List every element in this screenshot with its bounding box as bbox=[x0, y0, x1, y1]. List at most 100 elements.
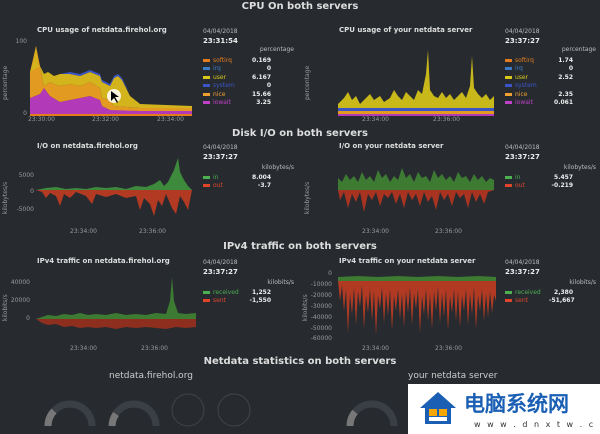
legend-item[interactable]: nice 2.35 bbox=[505, 90, 573, 99]
legend-item[interactable]: nice 15.66 bbox=[203, 90, 271, 99]
series-in bbox=[338, 168, 494, 190]
x-tick: 23:34:00 bbox=[362, 345, 389, 352]
cpu-right-plot[interactable] bbox=[338, 38, 494, 116]
legend-item[interactable]: system bbox=[505, 82, 573, 91]
legend-units: kilobits/s bbox=[569, 279, 596, 286]
legend-swatch bbox=[505, 67, 512, 71]
legend-item[interactable]: sent -1,550 bbox=[203, 297, 271, 306]
gauge-left-4[interactable] bbox=[214, 388, 254, 434]
disk-right-chart[interactable]: I/O on your netdata server kilobytes/s 2… bbox=[300, 142, 600, 240]
y-tick: 0 bbox=[30, 188, 34, 195]
legend-item[interactable]: iowait 0.061 bbox=[505, 99, 573, 108]
legend-item[interactable]: irq 0 bbox=[505, 65, 573, 74]
series-out bbox=[338, 190, 494, 212]
cpu-right-chart[interactable]: CPU usage of your netdata server percent… bbox=[300, 26, 600, 126]
legend-date: 04/04/2018 bbox=[505, 259, 540, 266]
legend-value: 2,380 bbox=[554, 288, 573, 296]
ipv4-right-plot[interactable] bbox=[338, 271, 496, 341]
x-tick: 23:34:00 bbox=[70, 228, 97, 235]
legend-item[interactable]: out -0.219 bbox=[505, 182, 573, 191]
legend-swatch bbox=[505, 92, 512, 96]
chart-title: IPv4 traffic on netdata.firehol.org bbox=[37, 257, 170, 265]
x-tick: 23:36:00 bbox=[141, 345, 168, 352]
legend-swatch bbox=[505, 84, 512, 88]
gauge-right-1[interactable] bbox=[342, 388, 402, 434]
chart-title: CPU usage of netdata.firehol.org bbox=[37, 26, 167, 34]
legend-name: nice bbox=[213, 90, 226, 98]
series-sent bbox=[36, 319, 196, 329]
y-axis-label: percentage bbox=[304, 65, 311, 100]
legend-name: softirq bbox=[213, 56, 232, 64]
y-tick: 5000 bbox=[18, 172, 34, 179]
x-tick: 23:36:00 bbox=[433, 116, 460, 123]
legend-swatch bbox=[505, 299, 512, 303]
legend-value: 0.169 bbox=[252, 56, 271, 64]
y-tick: -10000 bbox=[310, 281, 332, 288]
legend-item[interactable]: system 0 bbox=[203, 82, 271, 91]
legend-time: 23:37:27 bbox=[505, 153, 540, 161]
cpu-left-plot[interactable] bbox=[30, 36, 192, 116]
y-tick: 0 bbox=[26, 315, 30, 322]
x-tick: 23:34:00 bbox=[157, 116, 184, 123]
ipv4-left-chart[interactable]: IPv4 traffic on netdata.firehol.org kilo… bbox=[0, 257, 300, 355]
legend-date: 04/04/2018 bbox=[203, 259, 238, 266]
legend-item[interactable]: in 8.004 bbox=[203, 173, 271, 182]
legend-name: sent bbox=[515, 297, 528, 305]
gauge-left-1[interactable] bbox=[40, 388, 100, 434]
legend-name: received bbox=[515, 288, 541, 296]
series-sent bbox=[338, 281, 496, 335]
legend-swatch bbox=[203, 58, 210, 62]
legend-item[interactable]: iowait 3.25 bbox=[203, 99, 271, 108]
section-title-disk: Disk I/O on both servers bbox=[232, 128, 368, 139]
legend-units: kilobytes/s bbox=[563, 164, 596, 171]
legend-value: 8.004 bbox=[252, 173, 271, 181]
legend-item[interactable]: softirq 0.169 bbox=[203, 56, 271, 65]
legend-value: -1,550 bbox=[249, 297, 271, 305]
legend-item[interactable]: user 6.167 bbox=[203, 73, 271, 82]
legend-name: sent bbox=[213, 297, 226, 305]
cpu-left-chart[interactable]: CPU usage of netdata.firehol.org percent… bbox=[0, 26, 300, 126]
chart-title: IPv4 traffic on your netdata server bbox=[339, 257, 476, 265]
legend-item[interactable]: out -3.7 bbox=[203, 182, 271, 191]
disk-right-plot[interactable] bbox=[338, 156, 494, 224]
legend-value: 2.35 bbox=[558, 90, 573, 98]
ipv4-left-plot[interactable] bbox=[36, 271, 196, 337]
disk-left-chart[interactable]: I/O on netdata.firehol.org kilobytes/s 5… bbox=[0, 142, 300, 240]
watermark-url: w w w . d n x t w . c o m bbox=[474, 420, 600, 429]
y-tick: 40000 bbox=[10, 279, 30, 286]
legend-time: 23:37:27 bbox=[505, 268, 540, 276]
legend-value: 0 bbox=[266, 82, 271, 90]
legend-time: 23:37:27 bbox=[505, 37, 540, 45]
legend-item[interactable]: received 1,252 bbox=[203, 288, 271, 297]
legend: softirq 1.74 irq 0 user 2.52 system nice 2.3… bbox=[505, 56, 573, 107]
gauge-left-2[interactable] bbox=[104, 388, 164, 434]
series-nice bbox=[30, 46, 192, 111]
legend-name: in bbox=[213, 173, 219, 181]
section-title-cpu: CPU On both servers bbox=[241, 1, 359, 12]
legend-item[interactable]: received 2,380 bbox=[505, 288, 573, 297]
x-tick: 23:36:00 bbox=[435, 228, 462, 235]
series-received bbox=[338, 276, 496, 281]
legend-item[interactable]: in 5.457 bbox=[505, 173, 573, 182]
legend-item[interactable]: softirq 1.74 bbox=[505, 56, 573, 65]
y-tick: 0 bbox=[328, 270, 332, 277]
legend: in 5.457 out -0.219 bbox=[505, 173, 573, 190]
disk-left-plot[interactable] bbox=[36, 156, 192, 224]
ipv4-right-chart[interactable]: IPv4 traffic on your netdata server kilo… bbox=[300, 257, 600, 355]
legend-item[interactable]: user 2.52 bbox=[505, 73, 573, 82]
gauge-left-3[interactable] bbox=[168, 388, 208, 434]
legend-swatch bbox=[505, 184, 512, 188]
legend-value: 0 bbox=[266, 65, 271, 73]
x-tick: 23:34:00 bbox=[70, 345, 97, 352]
series-iowait bbox=[338, 114, 494, 116]
watermark-text: 电脑系统网 bbox=[464, 392, 569, 416]
legend-swatch bbox=[505, 290, 512, 294]
legend-value: -3.7 bbox=[257, 182, 271, 190]
legend-item[interactable]: irq 0 bbox=[203, 65, 271, 74]
y-tick: -20000 bbox=[310, 292, 332, 299]
legend-name: nice bbox=[515, 90, 528, 98]
legend-value: -51,667 bbox=[549, 297, 575, 305]
series-out bbox=[36, 190, 192, 216]
legend: in 8.004 out -3.7 bbox=[203, 173, 271, 190]
legend-item[interactable]: sent -51,667 bbox=[505, 297, 575, 306]
